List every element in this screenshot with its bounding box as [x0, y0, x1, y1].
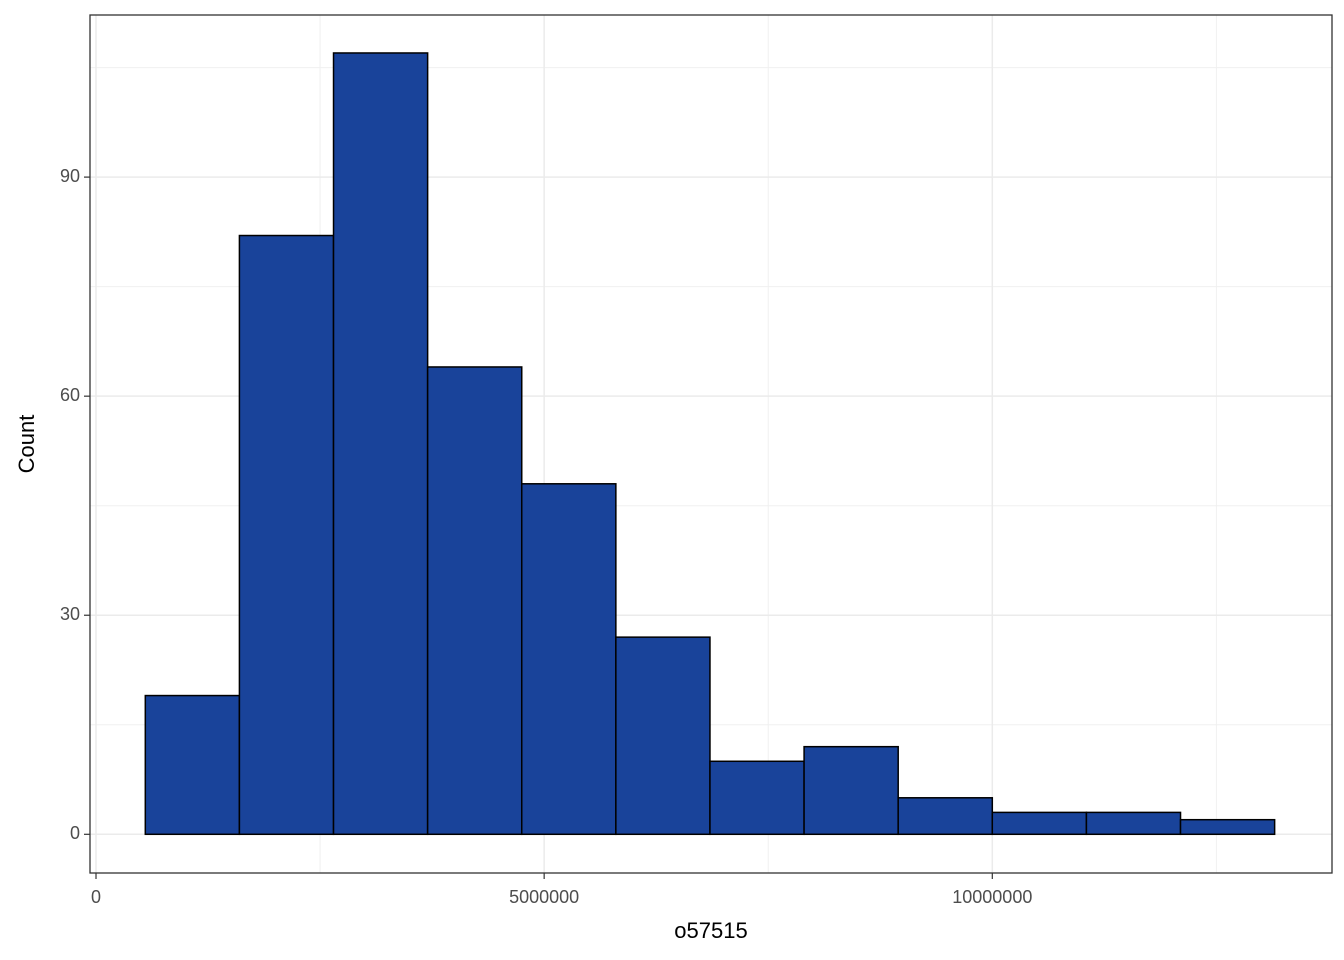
bar — [238, 234, 335, 836]
bar — [709, 760, 805, 836]
bar — [615, 636, 711, 836]
bar — [144, 694, 241, 836]
y-tick-label: 60 — [60, 385, 80, 405]
y-axis-title: Count — [14, 415, 39, 474]
bar — [991, 811, 1088, 836]
bar — [332, 52, 429, 836]
y-tick-label: 0 — [70, 823, 80, 843]
bar — [520, 483, 617, 836]
bar — [1179, 818, 1276, 836]
y-tick-label: 90 — [60, 166, 80, 186]
bar — [426, 366, 523, 836]
x-axis-title: o57515 — [674, 918, 747, 943]
bar — [897, 797, 994, 836]
x-tick-label: 0 — [91, 887, 101, 907]
x-tick-label: 5000000 — [509, 887, 579, 907]
bar — [1085, 811, 1182, 836]
y-tick-label: 30 — [60, 604, 80, 624]
bar — [803, 745, 899, 836]
x-tick-label: 10000000 — [952, 887, 1032, 907]
panel-border — [89, 14, 1333, 874]
